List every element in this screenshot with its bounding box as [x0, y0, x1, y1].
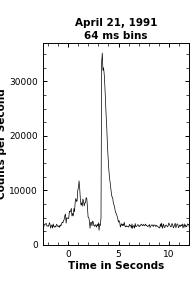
Title: April 21, 1991
64 ms bins: April 21, 1991 64 ms bins: [75, 18, 157, 41]
Y-axis label: Counts per Second: Counts per Second: [0, 89, 6, 199]
X-axis label: Time in Seconds: Time in Seconds: [68, 262, 164, 271]
